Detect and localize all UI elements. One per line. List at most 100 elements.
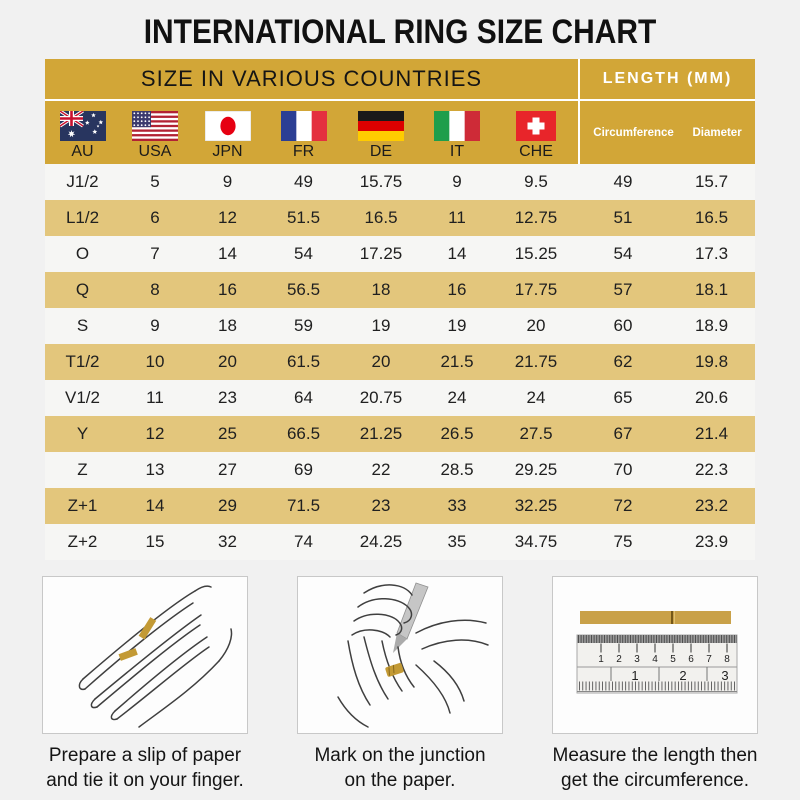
table-cell: 27.5 bbox=[519, 424, 553, 443]
table-cell: 25 bbox=[218, 424, 237, 443]
table-cell: 9 bbox=[150, 316, 160, 335]
caption-line: get the circumference. bbox=[561, 769, 749, 791]
table-cell: 17.3 bbox=[694, 244, 729, 263]
table-row: Q 8 16 56.5 18 16 17.75 57 18.1 bbox=[45, 272, 755, 308]
svg-text:5: 5 bbox=[670, 654, 676, 665]
table-cell: 64 bbox=[294, 388, 313, 407]
table-cell: 19 bbox=[371, 316, 391, 335]
table-cell: Y bbox=[76, 424, 89, 443]
table-row: V1/2 11 23 64 20.75 24 24 65 20.6 bbox=[45, 380, 755, 416]
table-cell: S bbox=[76, 316, 89, 335]
instructions: Prepare a slip of paper and tie it on yo… bbox=[42, 576, 758, 793]
country-flag-cell: CHE bbox=[494, 101, 578, 164]
table-cell: 15 bbox=[145, 532, 165, 551]
table-cell: 32.25 bbox=[514, 496, 558, 515]
germany-flag-icon bbox=[358, 111, 404, 141]
svg-text:8: 8 bbox=[724, 654, 730, 665]
table-cell: 23.2 bbox=[694, 496, 729, 515]
table-cell: Z+2 bbox=[67, 532, 98, 551]
hand-with-paper-slip-illustration bbox=[42, 576, 248, 734]
diameter-label: Diameter bbox=[692, 126, 742, 139]
table-header-row: SIZE IN VARIOUS COUNTRIES LENGTH (MM) bbox=[45, 59, 755, 101]
table-cell: 72 bbox=[613, 496, 633, 515]
australia-flag-icon bbox=[59, 111, 106, 141]
table-cell: 23.9 bbox=[694, 532, 729, 551]
table-cell: 11 bbox=[146, 388, 164, 407]
table-cell: 34.75 bbox=[514, 532, 558, 551]
table-cell: 62 bbox=[613, 352, 633, 371]
table-cell: 29 bbox=[218, 496, 237, 515]
country-code-label: CHE bbox=[519, 143, 553, 160]
table-cell: 60 bbox=[613, 316, 633, 335]
instruction-caption-2: Mark on the junction on the paper. bbox=[297, 744, 503, 793]
table-cell: 49 bbox=[294, 172, 313, 191]
table-cell: 71.5 bbox=[286, 496, 321, 515]
table-cell: 11 bbox=[448, 208, 466, 227]
country-flag-cell: IT bbox=[420, 101, 494, 164]
table-cell: 20 bbox=[371, 352, 391, 371]
table-cell: 24 bbox=[447, 388, 467, 407]
table-cell: 22 bbox=[371, 460, 391, 479]
table-row: Z 13 27 69 22 28.5 29.25 70 22.3 bbox=[45, 452, 755, 488]
table-cell: 17.75 bbox=[514, 280, 558, 299]
table-cell: 21.4 bbox=[694, 424, 729, 443]
page-title: INTERNATIONAL RING SIZE CHART bbox=[143, 13, 657, 51]
flag-row: AU USA JPN FR DE IT CHE Circumference Dia… bbox=[45, 101, 755, 164]
table-cell: 26.5 bbox=[440, 424, 474, 443]
table-cell: 20 bbox=[526, 316, 546, 335]
table-cell: 59 bbox=[294, 316, 313, 335]
table-cell: 16.5 bbox=[364, 208, 398, 227]
table-cell: 54 bbox=[613, 244, 633, 263]
table-cell: 51.5 bbox=[286, 208, 321, 227]
instruction-caption-3: Measure the length then get the circumfe… bbox=[552, 744, 758, 793]
table-row: S 9 18 59 19 19 20 60 18.9 bbox=[45, 308, 755, 344]
table-row: J1/2 5 9 49 15.75 9 9.5 49 15.7 bbox=[45, 164, 755, 200]
header-size-in-countries: SIZE IN VARIOUS COUNTRIES bbox=[140, 66, 483, 91]
table-cell: 9 bbox=[222, 172, 233, 191]
table-cell: L1/2 bbox=[65, 208, 100, 227]
japan-flag-icon bbox=[204, 111, 251, 141]
table-row: Z+1 14 29 71.5 23 33 32.25 72 23.2 bbox=[45, 488, 755, 524]
country-flag-cell: FR bbox=[265, 101, 342, 164]
table-cell: 75 bbox=[613, 532, 633, 551]
country-flag-cell: AU bbox=[45, 101, 120, 164]
france-flag-icon bbox=[280, 111, 327, 141]
table-cell: 24 bbox=[526, 388, 546, 407]
table-cell: 49 bbox=[613, 172, 633, 191]
table-row: Z+2 15 32 74 24.25 35 34.75 75 23.9 bbox=[45, 524, 755, 560]
table-cell: V1/2 bbox=[65, 388, 100, 407]
table-cell: 12.75 bbox=[514, 208, 558, 227]
table-cell: 21.75 bbox=[514, 352, 558, 371]
caption-line: and tie it on your finger. bbox=[46, 769, 244, 791]
caption-line: Measure the length then bbox=[552, 745, 758, 766]
instruction-step-1: Prepare a slip of paper and tie it on yo… bbox=[42, 576, 248, 793]
switzerland-flag-icon bbox=[516, 111, 556, 141]
usa-flag-icon bbox=[132, 111, 178, 141]
svg-text:6: 6 bbox=[688, 654, 694, 665]
svg-text:7: 7 bbox=[706, 654, 712, 665]
country-flag-cell: USA bbox=[120, 101, 190, 164]
caption-line: on the paper. bbox=[344, 769, 456, 791]
table-cell: 8 bbox=[150, 280, 160, 299]
table-row: O 7 14 54 17.25 14 15.25 54 17.3 bbox=[45, 236, 755, 272]
table-cell: 13 bbox=[145, 460, 165, 479]
table-cell: 5 bbox=[150, 172, 160, 191]
caption-line: Prepare a slip of paper bbox=[48, 745, 242, 766]
table-cell: 66.5 bbox=[286, 424, 321, 443]
table-cell: 16 bbox=[447, 280, 467, 299]
table-cell: 27 bbox=[218, 460, 237, 479]
svg-text:3: 3 bbox=[721, 668, 728, 683]
table-row: Y 12 25 66.5 21.25 26.5 27.5 67 21.4 bbox=[45, 416, 755, 452]
instruction-step-2: Mark on the junction on the paper. bbox=[297, 576, 503, 793]
table-cell: 20.6 bbox=[694, 388, 729, 407]
table-cell: 35 bbox=[447, 532, 467, 551]
instruction-caption-1: Prepare a slip of paper and tie it on yo… bbox=[42, 744, 248, 793]
caption-line: Mark on the junction bbox=[314, 745, 486, 766]
table-cell: 9.5 bbox=[524, 172, 548, 191]
table-cell: 33 bbox=[447, 496, 467, 515]
table-cell: 67 bbox=[613, 424, 633, 443]
table-cell: 23 bbox=[218, 388, 237, 407]
table-cell: 29.25 bbox=[514, 460, 558, 479]
table-cell: 19.8 bbox=[694, 352, 729, 371]
